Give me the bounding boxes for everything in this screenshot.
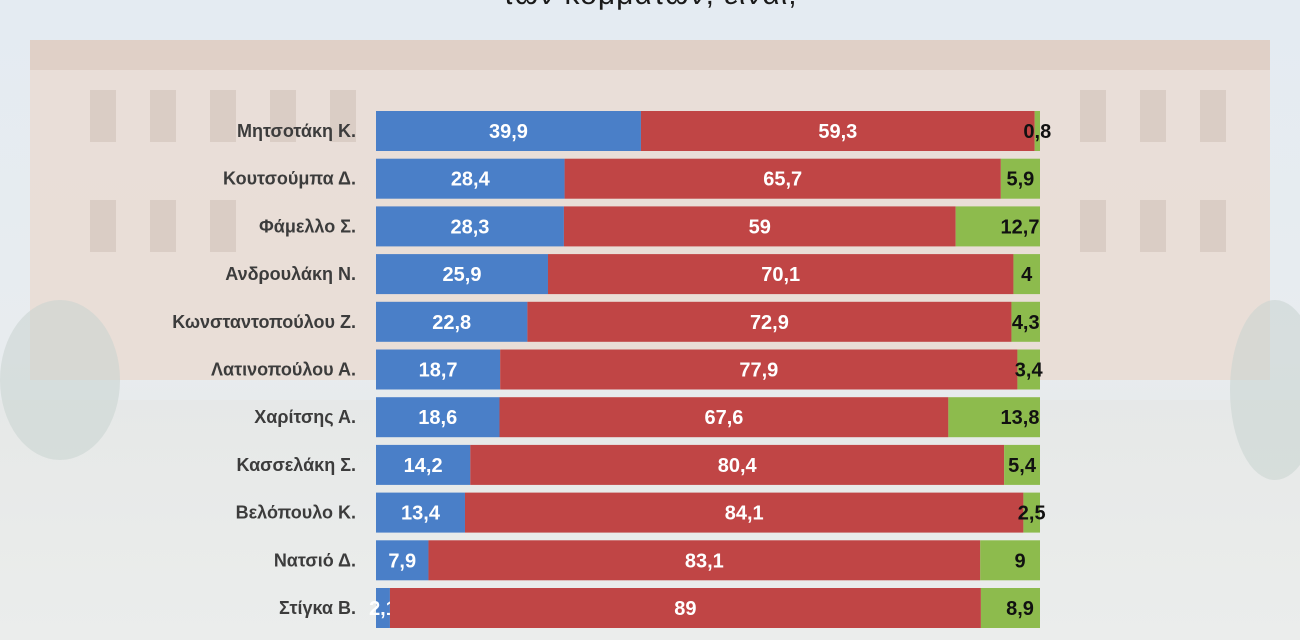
data-label: 80,4 — [718, 455, 758, 477]
category-label: Ανδρουλάκη Ν. — [225, 264, 356, 284]
data-label: 72,9 — [750, 312, 789, 334]
category-label: Νατσιό Δ. — [274, 550, 356, 570]
category-label: Βελόπουλο Κ. — [236, 503, 356, 523]
category-label: Μητσοτάκη Κ. — [237, 121, 356, 141]
category-label: Κασσελάκη Σ. — [236, 455, 356, 475]
bar-segment — [376, 301, 528, 342]
data-label: 2,1 — [369, 598, 397, 620]
data-label: 8,9 — [1006, 598, 1034, 620]
category-label: Φάμελλο Σ. — [259, 216, 356, 236]
bar-row: Κασσελάκη Σ. 14,2 80,4 5,4 — [236, 444, 1040, 485]
bar-segment — [464, 492, 1024, 533]
bar-segment — [980, 588, 1040, 628]
data-label: 18,7 — [419, 360, 458, 382]
data-label: 3,4 — [1015, 360, 1044, 382]
bar-segment — [500, 349, 1018, 390]
bar-segment — [1004, 444, 1040, 485]
data-label: 89 — [674, 598, 696, 620]
data-label: 59 — [749, 216, 771, 238]
bar-segment — [376, 492, 465, 533]
data-label: 4 — [1021, 264, 1033, 286]
bar-segment — [563, 206, 956, 247]
data-label: 7,9 — [388, 550, 416, 572]
data-label: 25,9 — [443, 264, 482, 286]
data-label: 67,6 — [704, 407, 743, 429]
bar-segment — [1000, 158, 1040, 199]
bar-row: Χαρίτσης Α. 18,6 67,6 13,8 — [254, 397, 1040, 438]
bar-segment — [948, 397, 1040, 438]
bar-segment — [564, 158, 1001, 199]
data-label: 22,8 — [432, 312, 471, 334]
category-label: Κωνσταντοπούλου Ζ. — [172, 312, 356, 332]
bar-segment — [428, 540, 981, 581]
data-label: 13,8 — [1001, 407, 1040, 429]
data-label: 14,2 — [404, 455, 443, 477]
category-label: Κουτσούμπα Δ. — [223, 169, 356, 189]
bar-row: Ανδρουλάκη Ν. 25,9 70,1 4 — [225, 254, 1040, 295]
bar-row: Φάμελλο Σ. 28,3 59 12,7 — [259, 206, 1040, 247]
bar-row: Κωνσταντοπούλου Ζ. 22,8 72,9 4,3 — [172, 301, 1040, 342]
bar-row: Μητσοτάκη Κ. 39,9 59,3 0,8 — [237, 111, 1051, 151]
bar-segment — [376, 111, 641, 151]
chart-title-fragment: των κομμάτων, είναι; — [0, 0, 1300, 12]
category-label: Χαρίτσης Α. — [254, 407, 356, 427]
bar-segment — [980, 540, 1040, 581]
bar-row: Βελόπουλο Κ. 13,4 84,1 2,5 — [236, 492, 1046, 533]
category-label: Λατινοπούλου Α. — [211, 360, 356, 380]
data-label: 5,9 — [1007, 169, 1035, 191]
data-label: 77,9 — [739, 360, 778, 382]
data-label: 84,1 — [725, 503, 764, 525]
data-label: 12,7 — [1001, 216, 1040, 238]
data-label: 13,4 — [401, 503, 441, 525]
data-label: 83,1 — [685, 550, 724, 572]
bar-row: Νατσιό Δ. 7,9 83,1 9 — [274, 540, 1040, 581]
bar-segment — [1011, 301, 1040, 342]
bar-segment — [376, 588, 390, 628]
bar-row: Κουτσούμπα Δ. 28,4 65,7 5,9 — [223, 158, 1040, 199]
bar-segment — [470, 444, 1005, 485]
category-label: Στίγκα Β. — [279, 598, 356, 618]
bar-segment — [389, 588, 981, 628]
bar-segment — [547, 254, 1014, 295]
data-label: 9 — [1014, 550, 1025, 572]
bar-segment — [376, 254, 548, 295]
data-label: 28,4 — [451, 169, 491, 191]
bar-segment — [376, 349, 501, 390]
data-label: 18,6 — [418, 407, 457, 429]
data-label: 2,5 — [1018, 503, 1046, 525]
bar-segment — [376, 158, 565, 199]
bar-row: Στίγκα Β. 2,1 89 8,9 — [279, 588, 1040, 628]
bar-segment — [1023, 492, 1040, 533]
bar-segment — [376, 540, 429, 581]
data-label: 0,8 — [1023, 121, 1051, 143]
bar-segment — [527, 301, 1012, 342]
bar-segment — [376, 397, 500, 438]
bar-segment — [640, 111, 1035, 151]
data-label: 4,3 — [1012, 312, 1040, 334]
bar-segment — [499, 397, 949, 438]
bar-segment — [1034, 111, 1040, 151]
bar-segment — [1013, 254, 1040, 295]
bar-row: Λατινοπούλου Α. 18,7 77,9 3,4 — [211, 349, 1044, 390]
bar-segment — [376, 206, 564, 247]
data-label: 39,9 — [489, 121, 528, 143]
data-label: 28,3 — [450, 216, 489, 238]
data-label: 65,7 — [763, 169, 802, 191]
bar-segment — [955, 206, 1040, 247]
data-label: 70,1 — [761, 264, 800, 286]
bar-segment — [1017, 349, 1040, 390]
bar-segment — [376, 444, 471, 485]
data-label: 5,4 — [1008, 455, 1037, 477]
data-label: 59,3 — [818, 121, 857, 143]
